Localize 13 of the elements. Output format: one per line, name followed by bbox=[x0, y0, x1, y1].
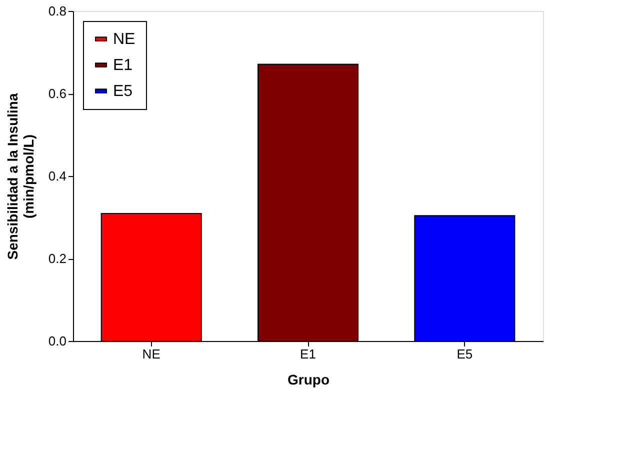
x-tick-label: E5 bbox=[456, 346, 473, 362]
x-axis-title: Grupo bbox=[288, 372, 330, 388]
x-tick-label: NE bbox=[142, 346, 161, 362]
legend-label: E5 bbox=[113, 83, 133, 100]
x-tick-label: E1 bbox=[300, 346, 316, 362]
y-axis-title: Sensibilidad a la Insulina (min/pmol/L) bbox=[4, 93, 36, 260]
y-tick-label: 0.6 bbox=[48, 86, 66, 101]
y-tick-label: 0.8 bbox=[48, 4, 66, 18]
y-tick-label: 0.2 bbox=[48, 251, 66, 266]
legend-label: NE bbox=[113, 31, 136, 48]
y-tick-label: 0.0 bbox=[48, 334, 66, 348]
legend-label: E1 bbox=[113, 57, 133, 74]
y-tick-label: 0.4 bbox=[48, 168, 66, 184]
